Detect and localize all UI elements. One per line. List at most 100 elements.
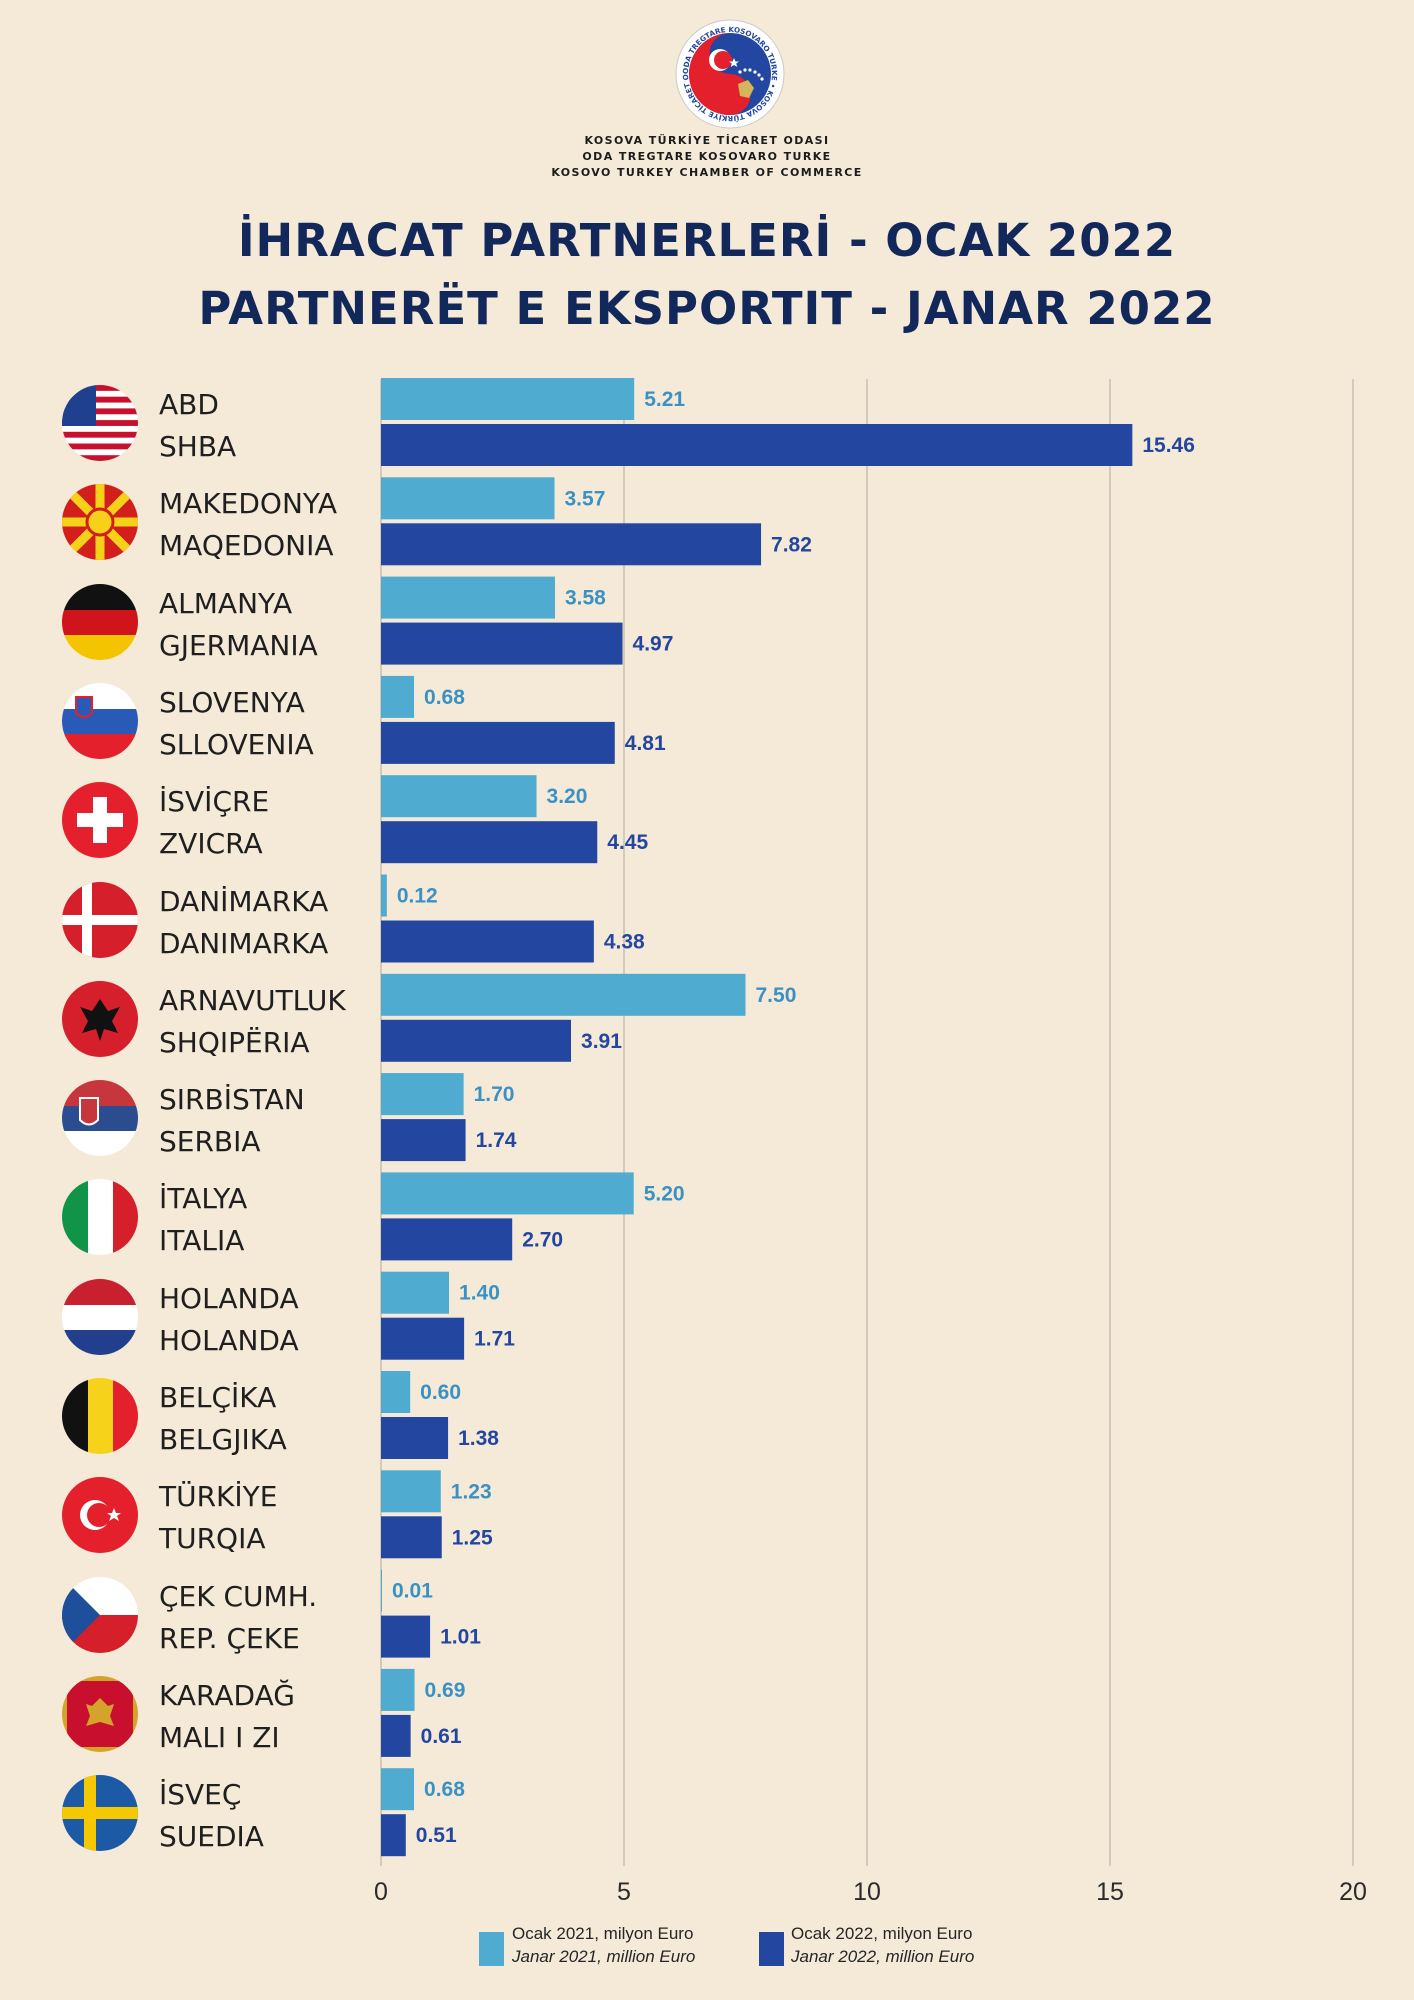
legend-label-2022-tr: Ocak 2022, milyon Euro [791, 1924, 973, 1943]
bar-2021 [381, 874, 387, 917]
bar-2022 [381, 1317, 465, 1360]
bar-2022 [381, 1615, 431, 1658]
data-label-2021: 3.57 [565, 487, 606, 510]
bar-2022 [381, 622, 623, 665]
country-label: MAKEDONYA MAQEDONIA [159, 483, 337, 567]
country-label: İSVEÇ SUEDIA [159, 1774, 264, 1858]
montenegro-flag-icon [62, 1675, 138, 1752]
bar-2021 [381, 1768, 415, 1811]
bar-2022 [381, 523, 762, 566]
x-tick-label: 5 [617, 1878, 631, 1906]
data-label-2021: 0.60 [420, 1381, 461, 1404]
data-label-2021: 0.68 [424, 686, 465, 709]
legend-entry-2021: Ocak 2021, milyon Euro Janar 2021, milli… [512, 1922, 695, 1968]
turkey-flag-icon [62, 1477, 138, 1554]
data-label-2022: 15.46 [1142, 434, 1195, 457]
chart-title-turkish: İHRACAT PARTNERLERİ - OCAK 2022 [237, 214, 1177, 267]
x-tick-label: 15 [1096, 1878, 1124, 1906]
legend-label-2021-sq: Janar 2021, million Euro [512, 1947, 696, 1966]
country-name-albanian: HOLANDA [159, 1323, 299, 1357]
country-name-albanian: BELGJIKA [159, 1423, 287, 1456]
data-label-2022: 3.91 [581, 1030, 622, 1053]
country-name-turkish: DANİMARKA [159, 884, 329, 918]
data-label-2022: 0.61 [421, 1725, 462, 1748]
country-label: HOLANDA HOLANDA [159, 1278, 299, 1362]
data-label-2022: 4.97 [633, 633, 674, 656]
legend-label-2022-sq: Janar 2022, million Euro [791, 1947, 975, 1966]
country-name-albanian: MALI I ZI [159, 1720, 280, 1754]
country-label: ARNAVUTLUK SHQIPËRIA [159, 980, 346, 1064]
country-name-turkish: SIRBİSTAN [159, 1083, 305, 1117]
bar-2022 [381, 920, 594, 963]
data-label-2022: 7.82 [771, 533, 812, 556]
netherlands-flag-icon [62, 1278, 138, 1355]
italy-flag-icon [62, 1179, 138, 1256]
data-label-2021: 1.23 [451, 1480, 492, 1503]
country-name-turkish: ALMANYA [159, 586, 293, 620]
bar-2021 [381, 378, 635, 420]
country-name-turkish: SLOVENYA [159, 685, 305, 719]
country-name-turkish: TÜRKİYE [159, 1480, 278, 1514]
bar-2022 [381, 1218, 513, 1261]
data-label-2022: 1.38 [458, 1427, 499, 1450]
germany-flag-icon [62, 583, 138, 660]
data-label-2022: 1.25 [452, 1526, 493, 1549]
country-label: SIRBİSTAN SERBIA [159, 1079, 305, 1163]
country-name-turkish: İSVİÇRE [159, 785, 270, 819]
bar-2022 [381, 1119, 466, 1162]
legend-label-2021-tr: Ocak 2021, milyon Euro [512, 1924, 694, 1943]
data-label-2022: 2.70 [522, 1228, 563, 1251]
country-name-turkish: MAKEDONYA [159, 487, 337, 521]
usa-flag-icon [62, 385, 138, 461]
czech-flag-icon [62, 1576, 138, 1653]
bar-2022 [381, 1714, 411, 1757]
north-macedonia-flag-icon [62, 484, 138, 561]
x-tick-label: 20 [1339, 1878, 1367, 1906]
org-name-albanian: ODA TREGTARE KOSOVARO TURKE [582, 150, 832, 163]
data-label-2021: 0.01 [392, 1580, 433, 1603]
chart-title-albanian: PARTNERËT E EKSPORTIT - JANAR 2022 [198, 282, 1216, 335]
org-name-turkish: KOSOVA TÜRKİYE TİCARET ODASI [584, 134, 830, 147]
country-label: İSVİÇRE ZVICRA [159, 781, 269, 865]
bar-2022 [381, 1417, 449, 1459]
legend-entry-2022: Ocak 2022, milyon Euro Janar 2022, milli… [791, 1922, 974, 1968]
country-label: BELÇİKA BELGJIKA [159, 1377, 287, 1461]
bar-2021 [381, 1271, 450, 1314]
data-label-2022: 4.45 [607, 831, 648, 854]
switzerland-flag-icon [62, 782, 138, 859]
slovenia-flag-icon [62, 682, 138, 759]
country-name-turkish: HOLANDA [159, 1281, 299, 1315]
country-name-albanian: SHQIPËRIA [159, 1025, 310, 1059]
legend-swatch-2022 [759, 1932, 784, 1966]
country-name-albanian: ITALIA [159, 1224, 245, 1258]
data-label-2022: 1.71 [474, 1328, 515, 1351]
bar-2022 [381, 1516, 442, 1559]
country-label: SLOVENYA SLLOVENIA [159, 682, 314, 766]
country-label: DANİMARKA DANIMARKA [159, 881, 328, 965]
data-label-2021: 1.70 [474, 1083, 515, 1106]
country-label: TÜRKİYE TURQIA [159, 1476, 277, 1560]
bar-2021 [381, 576, 555, 619]
data-label-2021: 3.58 [565, 587, 606, 610]
org-name-english: KOSOVO TURKEY CHAMBER OF COMMERCE [551, 166, 863, 179]
data-label-2021: 0.12 [397, 885, 438, 908]
country-name-albanian: DANIMARKA [159, 926, 329, 960]
country-name-albanian: ZVICRA [159, 827, 263, 861]
data-label-2022: 4.38 [604, 931, 645, 954]
country-name-albanian: SERBIA [159, 1125, 261, 1159]
data-label-2021: 5.20 [644, 1182, 685, 1205]
data-label-2022: 1.01 [440, 1626, 481, 1649]
country-name-turkish: ÇEK CUMH. [159, 1579, 318, 1613]
country-name-albanian: SLLOVENIA [159, 727, 314, 761]
country-label: ALMANYA GJERMANIA [159, 583, 318, 667]
country-name-turkish: KARADAĞ [159, 1678, 295, 1712]
bar-2021 [381, 477, 555, 520]
data-label-2022: 4.81 [625, 732, 666, 755]
data-label-2021: 0.68 [424, 1778, 465, 1801]
bar-2021 [381, 973, 746, 1016]
x-tick-label: 0 [374, 1878, 388, 1906]
country-label: KARADAĞ MALI I ZI [159, 1675, 295, 1759]
country-name-turkish: İSVEÇ [159, 1778, 242, 1812]
albania-flag-icon [62, 980, 138, 1057]
country-name-albanian: SHBA [159, 430, 237, 463]
